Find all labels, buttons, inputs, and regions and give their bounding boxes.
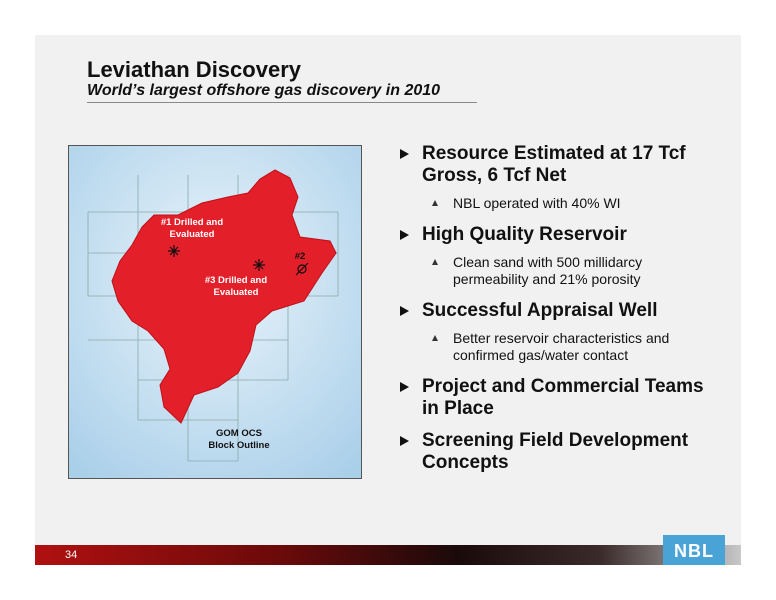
bullet-text: Screening Field Development <box>422 430 689 451</box>
page-number: 34 <box>65 549 78 561</box>
map-label: #3 Drilled and <box>205 275 267 286</box>
bullet-text: Concepts <box>422 452 509 473</box>
title-rule <box>87 102 477 103</box>
sub-bullet-text: Clean sand with 500 millidarcy <box>453 254 643 270</box>
sub-bullet: NBL operated with 40% WI <box>397 195 727 212</box>
bullet: Successful Appraisal Well <box>397 300 727 322</box>
sub-bullet-text: permeability and 21% porosity <box>453 271 641 287</box>
bullet-text: Resource Estimated at 17 Tcf <box>422 143 686 164</box>
sub-bullet: Better reservoir characteristics and conf… <box>397 330 727 364</box>
well-icons <box>168 245 309 276</box>
sub-bullet-text: confirmed gas/water contact <box>453 347 629 363</box>
map-label: Block Outline <box>208 440 269 451</box>
bullet-text: in Place <box>422 398 494 419</box>
footer-bar <box>35 545 741 565</box>
sub-bullet: Clean sand with 500 millidarcy permeabili… <box>397 254 727 288</box>
map-label: #1 Drilled and <box>161 217 223 228</box>
bullet: Screening Field Development Concepts <box>397 430 727 474</box>
discovery-area <box>111 169 337 424</box>
map-label: GOM OCS <box>216 428 262 439</box>
logo: NBL <box>663 535 725 565</box>
map-label: #2 <box>295 251 306 262</box>
slide-subtitle: World’s largest offshore gas discovery i… <box>87 82 441 99</box>
bullet: High Quality Reservoir <box>397 224 727 246</box>
bullet: Resource Estimated at 17 Tcf Gross, 6 Tcf… <box>397 143 727 187</box>
map-label: Evaluated <box>214 287 259 298</box>
slide-title: Leviathan Discovery <box>87 57 301 82</box>
slide: Leviathan Discovery World’s largest offs… <box>35 35 741 565</box>
bullet-text: High Quality Reservoir <box>422 224 627 245</box>
sub-bullet-text: Better reservoir characteristics and <box>453 330 670 346</box>
bullet-text: Successful Appraisal Well <box>422 300 658 321</box>
bullet: Project and Commercial Teams in Place <box>397 376 727 420</box>
bullet-text: Gross, 6 Tcf Net <box>422 165 567 186</box>
sub-bullet-text: NBL operated with 40% WI <box>453 195 621 211</box>
bullet-list: Resource Estimated at 17 Tcf Gross, 6 Tcf… <box>397 143 727 484</box>
bullet-text: Project and Commercial Teams <box>422 376 704 397</box>
map-label: Evaluated <box>170 229 215 240</box>
